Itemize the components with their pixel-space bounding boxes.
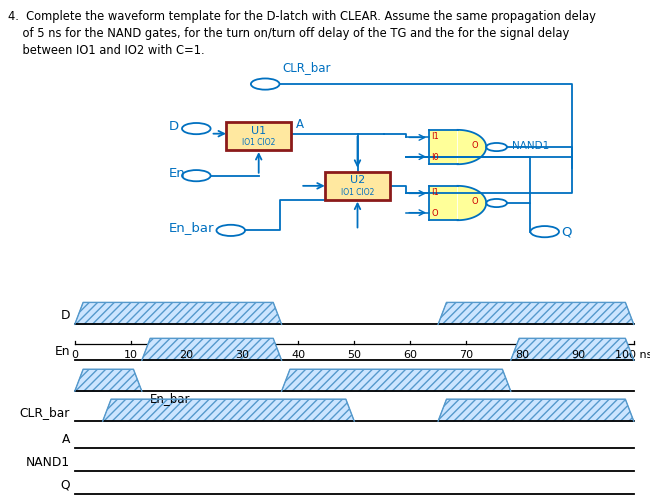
Text: NAND1: NAND1 <box>26 456 70 469</box>
Text: IO1 CIO2: IO1 CIO2 <box>341 188 374 197</box>
Text: CLR_bar: CLR_bar <box>20 406 70 419</box>
Text: Q: Q <box>60 479 70 492</box>
Text: 50: 50 <box>347 350 361 360</box>
Text: 100 ns: 100 ns <box>615 350 650 360</box>
Text: between IO1 and IO2 with C=1.: between IO1 and IO2 with C=1. <box>8 44 204 57</box>
Text: A: A <box>296 118 304 131</box>
Text: of 5 ns for the NAND gates, for the turn on/turn off delay of the TG and the for: of 5 ns for the NAND gates, for the turn… <box>8 27 569 40</box>
Text: En: En <box>169 167 186 180</box>
Text: D: D <box>60 309 70 322</box>
Text: I0: I0 <box>432 153 439 162</box>
Text: D: D <box>169 120 179 133</box>
Text: U1: U1 <box>251 126 266 136</box>
Text: I1: I1 <box>432 188 439 197</box>
Text: 4.  Complete the waveform template for the D-latch with CLEAR. Assume the same p: 4. Complete the waveform template for th… <box>8 10 595 23</box>
Polygon shape <box>511 338 634 360</box>
Polygon shape <box>103 399 354 421</box>
Text: O: O <box>432 209 438 218</box>
Text: 90: 90 <box>571 350 585 360</box>
Polygon shape <box>429 186 486 220</box>
Text: En: En <box>55 345 70 358</box>
Bar <box>325 172 390 200</box>
Text: En_bar: En_bar <box>169 222 214 235</box>
Text: 60: 60 <box>403 350 417 360</box>
Text: I1: I1 <box>432 132 439 141</box>
Text: U2: U2 <box>350 175 365 185</box>
Text: O: O <box>472 141 478 150</box>
Text: 20: 20 <box>179 350 194 360</box>
Text: 30: 30 <box>235 350 250 360</box>
Text: NAND1: NAND1 <box>512 141 549 151</box>
Text: O: O <box>472 197 478 206</box>
Polygon shape <box>75 302 281 324</box>
Text: CLR_bar: CLR_bar <box>283 61 332 74</box>
Text: A: A <box>62 433 70 446</box>
Text: 10: 10 <box>124 350 138 360</box>
Polygon shape <box>142 338 281 360</box>
Text: 40: 40 <box>291 350 305 360</box>
Text: 70: 70 <box>459 350 473 360</box>
Text: En_bar: En_bar <box>150 392 190 405</box>
Polygon shape <box>438 399 634 421</box>
Text: 80: 80 <box>515 350 529 360</box>
Text: Q: Q <box>561 225 571 238</box>
Polygon shape <box>438 302 634 324</box>
Polygon shape <box>429 130 486 164</box>
Text: 0: 0 <box>72 350 78 360</box>
Text: IO1 CIO2: IO1 CIO2 <box>242 138 276 147</box>
Polygon shape <box>75 369 142 391</box>
Bar <box>226 122 291 150</box>
Polygon shape <box>281 369 511 391</box>
